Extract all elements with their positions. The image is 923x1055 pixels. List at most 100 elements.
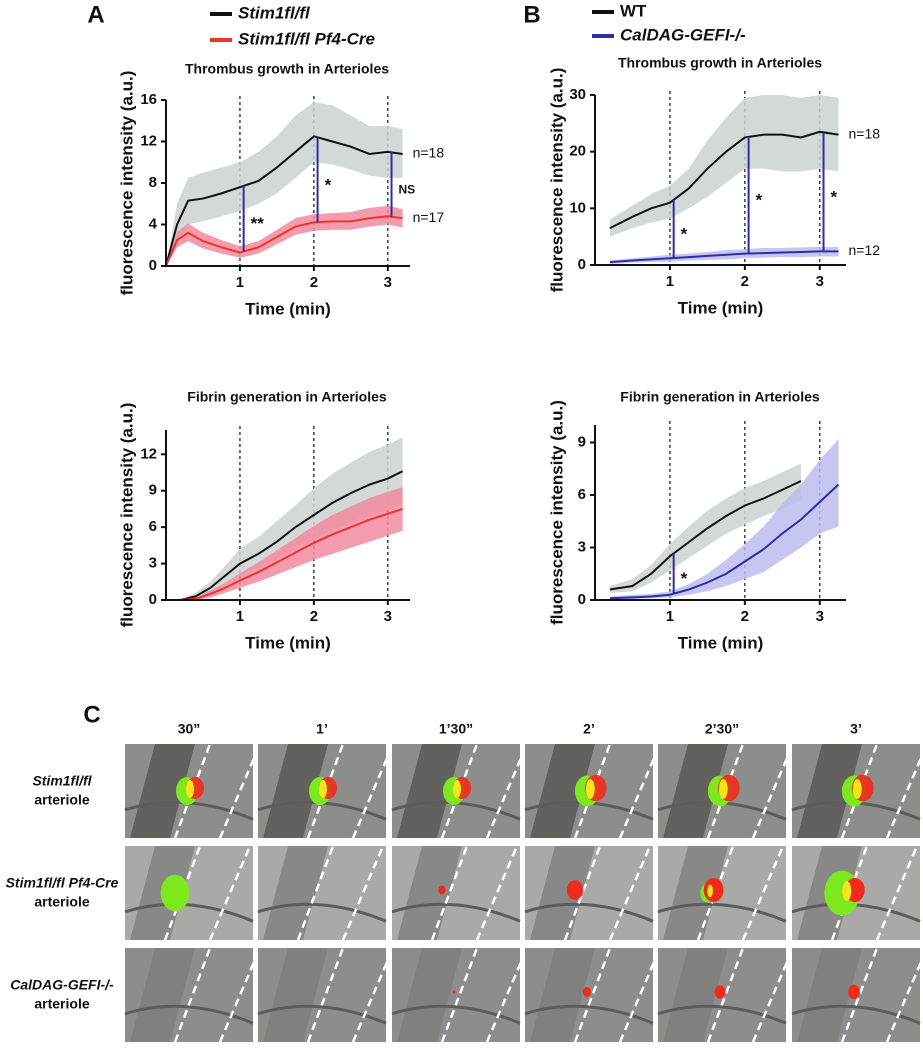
vessel-wall xyxy=(885,954,923,1043)
vessel-shadow xyxy=(263,744,328,838)
n-label: n=18 xyxy=(849,125,881,141)
overlap-signal xyxy=(718,779,728,799)
vessel-wall xyxy=(573,947,612,1043)
vessel-wall xyxy=(306,743,345,839)
microscopy-image xyxy=(391,845,521,941)
y-axis-label: fluorescence intensity (a.u.) xyxy=(547,400,566,625)
x-tick-label: 3 xyxy=(384,274,392,291)
panel-label: C xyxy=(83,701,100,728)
microscopy-image xyxy=(124,947,262,1043)
y-tick-label: 6 xyxy=(578,486,586,503)
tissue-fiber xyxy=(524,902,654,923)
row-label: Stim1fl/fl Pf4-Cre xyxy=(6,875,119,891)
vessel-wall xyxy=(706,743,745,839)
row-label: arteriole xyxy=(34,996,89,1012)
vessel-wall xyxy=(751,947,795,1043)
y-tick-label: 12 xyxy=(140,132,157,149)
y-tick-label: 10 xyxy=(569,199,586,216)
vessel-wall xyxy=(573,743,612,839)
x-tick-label: 3 xyxy=(384,608,392,625)
vessel-wall xyxy=(208,845,252,941)
y-axis-label: fluorescence intensity (a.u.) xyxy=(117,71,136,296)
y-tick-label: 9 xyxy=(149,482,157,499)
tissue-fiber xyxy=(657,1004,787,1025)
vessel-wall xyxy=(696,845,735,941)
x-axis-label: Time (min) xyxy=(678,298,764,317)
significance-label: * xyxy=(681,569,688,588)
overlap-signal xyxy=(319,780,327,798)
overlap-signal xyxy=(585,779,595,799)
error-band xyxy=(180,487,403,600)
n-label: n=18 xyxy=(413,145,445,161)
vessel-wall xyxy=(830,845,869,941)
n-label: n=17 xyxy=(413,209,445,225)
error-band xyxy=(609,95,839,237)
microscopy-image xyxy=(257,947,395,1043)
vessel-wall xyxy=(741,845,785,941)
vessel-shadow xyxy=(797,948,862,1042)
y-axis-label: fluorescence intensity (a.u.) xyxy=(547,68,566,293)
chart-title: Fibrin generation in Arterioles xyxy=(187,389,387,405)
vessel-shadow xyxy=(130,948,195,1042)
vessel-wall xyxy=(875,845,919,941)
vessel-wall xyxy=(485,743,529,839)
significance-label: * xyxy=(681,224,688,243)
vessel-wall xyxy=(485,947,529,1043)
y-tick-label: 0 xyxy=(578,256,586,273)
panel-label: B xyxy=(523,1,540,28)
vessel-wall xyxy=(341,845,385,941)
vessel-wall xyxy=(608,845,652,941)
microscopy-image xyxy=(524,743,662,839)
microscopy-image xyxy=(524,947,662,1043)
microscopy-image xyxy=(124,845,254,941)
overlap-signal xyxy=(453,780,461,798)
vessel-wall xyxy=(751,743,795,839)
tissue-fiber xyxy=(391,902,521,923)
y-tick-label: 4 xyxy=(149,215,158,232)
microscopy-image xyxy=(657,845,787,941)
microscopy-image xyxy=(391,947,529,1043)
vessel-shadow xyxy=(663,948,728,1042)
microscopy-image xyxy=(791,845,921,941)
n-label: n=12 xyxy=(849,242,881,258)
fibrin-signal xyxy=(438,885,446,895)
y-tick-label: 20 xyxy=(569,143,586,160)
column-label: 2’30” xyxy=(705,721,739,737)
fibrin-signal xyxy=(566,880,584,900)
x-tick-label: 1 xyxy=(236,274,244,291)
vessel-wall xyxy=(618,743,662,839)
vessel-wall xyxy=(440,947,479,1043)
vessel-wall xyxy=(306,947,345,1043)
vessel-wall xyxy=(430,845,469,941)
y-tick-label: 6 xyxy=(149,518,157,535)
microscopy-image xyxy=(257,743,395,839)
error-band xyxy=(166,102,403,266)
microscopy-image xyxy=(657,743,795,839)
series-line xyxy=(609,130,839,230)
vessel-wall xyxy=(840,743,879,839)
y-tick-label: 8 xyxy=(149,174,157,191)
row-label: arteriole xyxy=(34,894,89,910)
vessel-wall xyxy=(218,947,262,1043)
y-axis-label: fluorescence intensity (a.u.) xyxy=(117,403,136,628)
tissue-fiber xyxy=(124,902,254,923)
series-line xyxy=(609,480,802,591)
overlap-signal xyxy=(707,884,713,898)
panel-label: A xyxy=(87,1,104,28)
vessel-shadow xyxy=(530,846,595,940)
vessel-wall xyxy=(296,845,335,941)
tissue-fiber xyxy=(791,1004,921,1025)
row-label: Stim1fl/fl xyxy=(32,773,92,789)
chart-title: Thrombus growth in Arterioles xyxy=(618,55,822,71)
significance-label: * xyxy=(756,191,763,210)
series-line xyxy=(180,470,404,601)
column-label: 2’ xyxy=(583,721,595,737)
x-tick-label: 2 xyxy=(741,608,749,625)
column-label: 30” xyxy=(178,721,201,737)
y-tick-label: 3 xyxy=(149,555,157,572)
microscopy-image xyxy=(391,743,529,839)
vessel-shadow xyxy=(263,846,328,940)
vessel-shadow xyxy=(263,948,328,1042)
vessel-shadow xyxy=(663,744,728,838)
